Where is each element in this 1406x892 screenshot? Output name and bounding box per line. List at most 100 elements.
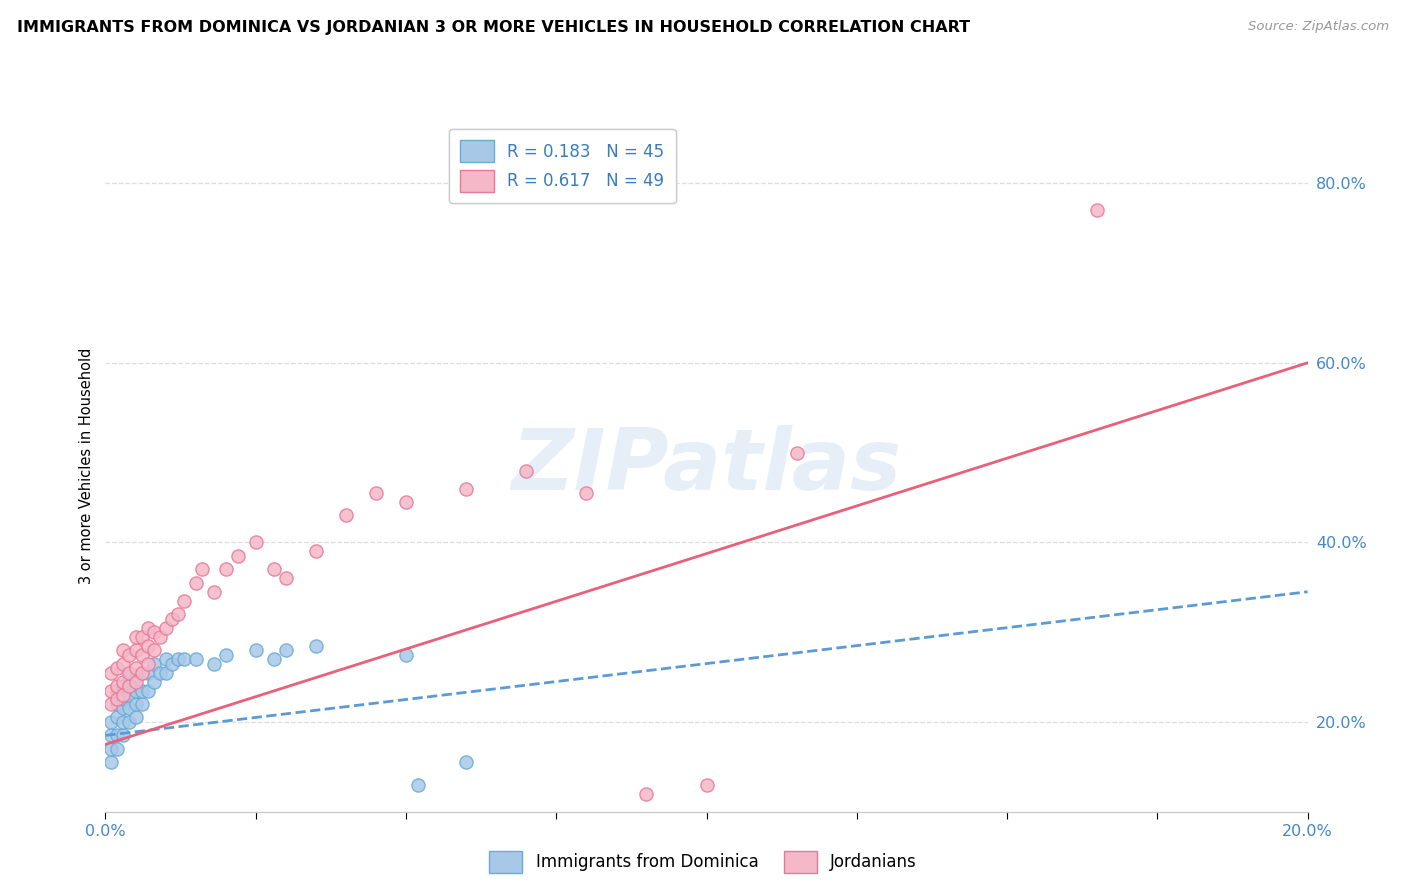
Point bbox=[118, 714, 141, 729]
Point bbox=[202, 584, 225, 599]
Point bbox=[173, 652, 195, 666]
Point bbox=[245, 535, 267, 549]
Point bbox=[124, 670, 146, 684]
Text: ZIPatlas: ZIPatlas bbox=[512, 425, 901, 508]
Point bbox=[636, 787, 658, 801]
Point bbox=[155, 665, 177, 680]
Point bbox=[112, 657, 135, 671]
Point bbox=[100, 714, 122, 729]
Point bbox=[100, 683, 122, 698]
Point bbox=[100, 728, 122, 742]
Point bbox=[136, 657, 159, 671]
Point bbox=[263, 562, 285, 576]
Legend: Immigrants from Dominica, Jordanians: Immigrants from Dominica, Jordanians bbox=[482, 845, 924, 880]
Point bbox=[190, 562, 212, 576]
Point bbox=[142, 643, 165, 657]
Point bbox=[173, 593, 195, 607]
Text: IMMIGRANTS FROM DOMINICA VS JORDANIAN 3 OR MORE VEHICLES IN HOUSEHOLD CORRELATIO: IMMIGRANTS FROM DOMINICA VS JORDANIAN 3 … bbox=[17, 20, 970, 35]
Point bbox=[335, 508, 357, 523]
Point bbox=[226, 549, 249, 563]
Text: Source: ZipAtlas.com: Source: ZipAtlas.com bbox=[1249, 20, 1389, 33]
Point bbox=[305, 544, 328, 558]
Point bbox=[263, 652, 285, 666]
Point bbox=[136, 683, 159, 698]
Point bbox=[395, 648, 418, 662]
Point bbox=[124, 674, 146, 689]
Point bbox=[112, 728, 135, 742]
Point bbox=[100, 665, 122, 680]
Point bbox=[112, 643, 135, 657]
Point bbox=[575, 486, 598, 500]
Y-axis label: 3 or more Vehicles in Household: 3 or more Vehicles in Household bbox=[79, 348, 94, 584]
Point bbox=[305, 639, 328, 653]
Point bbox=[148, 630, 170, 644]
Point bbox=[107, 697, 129, 711]
Point bbox=[155, 621, 177, 635]
Point bbox=[112, 701, 135, 715]
Point bbox=[112, 679, 135, 693]
Point bbox=[166, 652, 188, 666]
Point bbox=[184, 575, 207, 590]
Point bbox=[118, 701, 141, 715]
Point bbox=[112, 688, 135, 702]
Point bbox=[142, 625, 165, 640]
Point bbox=[454, 482, 477, 496]
Point bbox=[136, 621, 159, 635]
Point bbox=[131, 697, 153, 711]
Point bbox=[124, 661, 146, 675]
Point bbox=[160, 612, 183, 626]
Point bbox=[107, 742, 129, 756]
Point bbox=[274, 571, 297, 585]
Point bbox=[202, 657, 225, 671]
Point bbox=[136, 639, 159, 653]
Point bbox=[124, 710, 146, 724]
Point bbox=[786, 445, 808, 459]
Point bbox=[107, 728, 129, 742]
Point bbox=[100, 756, 122, 770]
Point bbox=[245, 643, 267, 657]
Legend: R = 0.183   N = 45, R = 0.617   N = 49: R = 0.183 N = 45, R = 0.617 N = 49 bbox=[449, 128, 676, 203]
Point bbox=[100, 697, 122, 711]
Point bbox=[100, 742, 122, 756]
Point bbox=[124, 683, 146, 698]
Point bbox=[131, 683, 153, 698]
Point bbox=[184, 652, 207, 666]
Point bbox=[515, 464, 537, 478]
Point bbox=[107, 661, 129, 675]
Point bbox=[124, 697, 146, 711]
Point bbox=[124, 630, 146, 644]
Point bbox=[395, 495, 418, 509]
Point bbox=[112, 674, 135, 689]
Point bbox=[274, 643, 297, 657]
Point bbox=[136, 665, 159, 680]
Point bbox=[107, 692, 129, 706]
Point bbox=[118, 670, 141, 684]
Point bbox=[124, 643, 146, 657]
Point bbox=[131, 665, 153, 680]
Point bbox=[214, 648, 236, 662]
Point bbox=[131, 648, 153, 662]
Point bbox=[112, 692, 135, 706]
Point bbox=[166, 607, 188, 622]
Point bbox=[118, 665, 141, 680]
Point bbox=[142, 674, 165, 689]
Point bbox=[148, 665, 170, 680]
Point bbox=[112, 714, 135, 729]
Point bbox=[131, 630, 153, 644]
Point bbox=[155, 652, 177, 666]
Point bbox=[364, 486, 387, 500]
Point bbox=[696, 778, 718, 792]
Point bbox=[118, 648, 141, 662]
Point bbox=[160, 657, 183, 671]
Point bbox=[107, 683, 129, 698]
Point bbox=[118, 679, 141, 693]
Point bbox=[142, 657, 165, 671]
Point bbox=[1085, 203, 1108, 218]
Point bbox=[107, 679, 129, 693]
Point bbox=[454, 756, 477, 770]
Point bbox=[118, 688, 141, 702]
Point bbox=[406, 778, 429, 792]
Point bbox=[131, 665, 153, 680]
Point bbox=[107, 710, 129, 724]
Point bbox=[214, 562, 236, 576]
